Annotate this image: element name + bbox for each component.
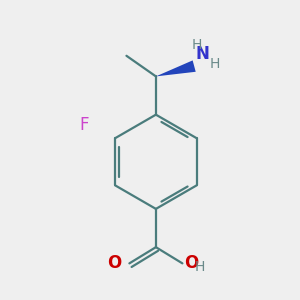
Text: H: H bbox=[195, 260, 205, 274]
Text: F: F bbox=[79, 116, 88, 134]
Text: O: O bbox=[107, 254, 121, 272]
Text: H: H bbox=[209, 57, 220, 71]
Polygon shape bbox=[156, 60, 196, 76]
Text: N: N bbox=[196, 45, 209, 63]
Text: O: O bbox=[184, 254, 198, 272]
Text: H: H bbox=[192, 38, 202, 52]
